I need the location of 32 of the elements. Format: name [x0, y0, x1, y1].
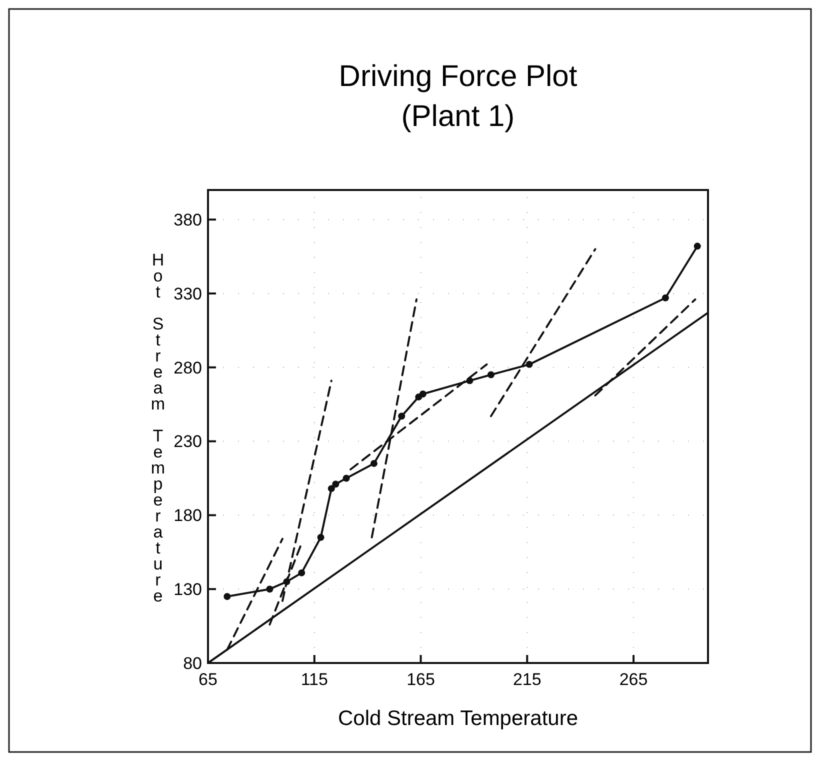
point — [398, 412, 406, 420]
point — [283, 578, 290, 586]
y-tick-label: 180 — [174, 506, 202, 526]
point — [317, 534, 324, 541]
y-tick-label: 130 — [174, 580, 202, 600]
point — [266, 586, 274, 593]
point — [694, 242, 701, 250]
x-tick-label: 265 — [619, 670, 648, 689]
point — [466, 377, 474, 384]
x-tick-label: 215 — [512, 670, 542, 689]
point — [370, 460, 378, 467]
y-axis-title: Hot Stream Temperature — [148, 250, 168, 602]
point — [328, 485, 335, 492]
x-tick-label: 165 — [406, 670, 435, 689]
y-tick-label: 380 — [174, 210, 202, 230]
point — [662, 294, 669, 302]
point — [342, 474, 350, 482]
chart-subtitle: (Plant 1) — [401, 100, 515, 133]
point — [332, 480, 340, 488]
x-tick-label: 65 — [198, 670, 218, 689]
point — [224, 592, 231, 600]
point — [526, 360, 533, 368]
x-axis-title: Cold Stream Temperature — [338, 707, 578, 730]
point — [298, 569, 306, 576]
y-tick-label: 230 — [174, 432, 202, 452]
point — [487, 371, 494, 378]
x-tick-label: 115 — [300, 670, 328, 689]
y-tick-label: 280 — [174, 358, 202, 378]
y-tick-label: 80 — [183, 654, 202, 673]
point — [419, 390, 426, 398]
chart-title: Driving Force Plot — [338, 60, 578, 93]
y-tick-label: 330 — [174, 284, 202, 304]
